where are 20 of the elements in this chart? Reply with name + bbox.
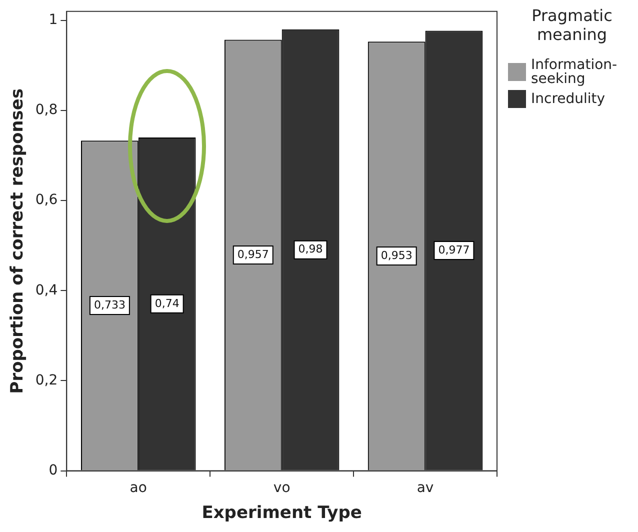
y-tick-label: 0 <box>48 462 58 478</box>
data-label: 0,733 <box>94 298 126 312</box>
x-axis-title: Experiment Type <box>202 503 362 524</box>
y-tick-label: 0,4 <box>35 282 58 298</box>
data-label: 0,957 <box>237 248 269 261</box>
y-axis-title: Proportion of correct responses <box>8 88 28 394</box>
data-label: 0,98 <box>298 242 323 256</box>
y-tick-label: 0,8 <box>35 102 58 118</box>
legend-title: Pragmatic meaning <box>530 6 614 44</box>
data-label: 0,74 <box>154 296 180 310</box>
x-tick-label: ao <box>130 480 147 496</box>
legend-label: Incredulity <box>531 91 606 107</box>
x-tick-label: vo <box>273 480 290 496</box>
legend-label: Information-seeking <box>531 57 618 87</box>
data-label: 0,977 <box>438 243 470 256</box>
y-tick-label: 0,6 <box>35 192 58 208</box>
y-tick-label: 0,2 <box>35 372 58 388</box>
y-tick-label: 1 <box>48 12 58 28</box>
data-label: 0,953 <box>380 248 412 262</box>
x-tick-label: av <box>416 480 434 496</box>
